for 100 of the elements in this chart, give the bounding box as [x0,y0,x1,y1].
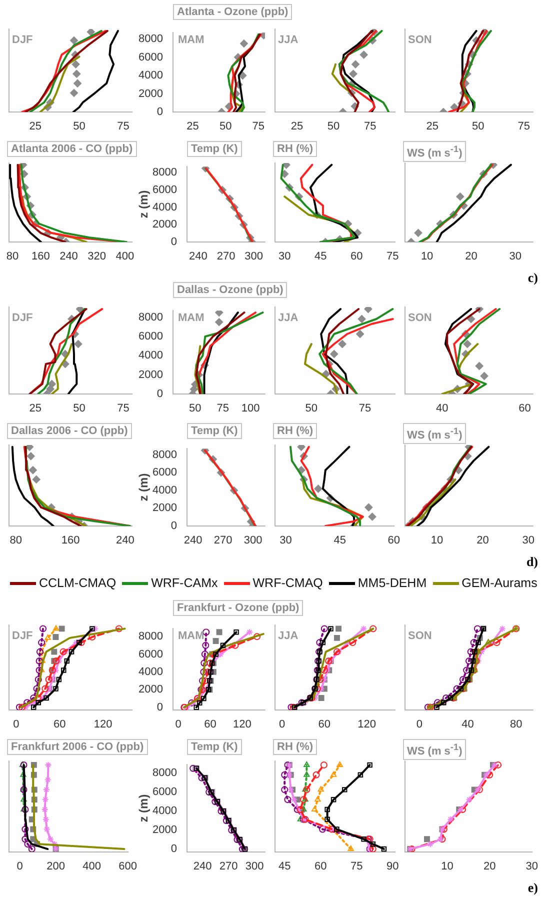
x-tick-label: 0 [13,718,20,731]
chart-title: Temp (K) [187,423,242,439]
y-tick-label: 4000 [138,70,163,82]
x-tick-label: 40 [462,718,474,731]
y-tick-label: 0 [170,520,177,532]
x-tick-label: 45 [278,860,291,873]
x-tick-label: 270 [219,860,238,873]
y-tick-label: 2000 [152,502,177,514]
y-tick-label: 8000 [152,767,177,780]
chart-title: Temp (K) [187,739,242,755]
chart-title: RH (%) [273,423,318,439]
y-tick-label: 8000 [152,166,177,179]
y-tick-label: 0 [156,388,163,400]
x-tick-label: 240 [116,534,134,547]
x-tick-label: 60 [350,250,363,263]
x-tick-label: 50 [472,120,484,133]
y-tick-label: 8000 [152,448,177,461]
y-tick-label: 8000 [138,33,163,46]
x-tick-label: 300 [245,860,264,873]
x-tick-label: 240 [188,250,208,263]
x-tick-label: 240 [60,250,78,263]
x-tick-label: 50 [327,120,340,133]
x-tick-label: 160 [31,250,50,263]
text: JJA [278,34,298,46]
text: JJA [278,312,298,324]
text: DJF [12,312,33,324]
x-tick-label: 75 [216,402,230,415]
y-tick-label: 2000 [152,824,177,836]
y-tick-label: 6000 [138,51,163,64]
y-tick-label: 2000 [138,684,163,696]
y-tick-label: 4000 [138,666,163,678]
text: JJA [278,630,298,642]
x-tick-label: 120 [232,718,252,731]
y-tick-label: 6000 [138,648,163,660]
y-axis-title: z (m) [136,190,151,218]
y-axis-title: z (m) [136,473,151,502]
x-tick-label: 80 [6,250,19,263]
x-tick-label: 20 [476,534,489,547]
x-tick-label: 75 [364,120,376,133]
x-tick-label: 80 [10,534,22,547]
chart-title: WS (m s$^{-1}$) [403,423,466,444]
x-tick-label: 100 [241,402,260,415]
text: c) [528,270,538,286]
x-tick-label: 40 [436,402,448,415]
x-tick-label: 75 [117,120,130,133]
y-tick-label: 6000 [152,466,177,479]
x-tick-label: 50 [305,402,318,415]
x-tick-label: 30 [278,250,291,263]
y-tick-label: 0 [170,236,177,248]
chart-subtitle: MAM [178,34,204,46]
y-tick-label: 4000 [152,484,177,496]
chart-title: WS (m s$^{-1}$) [403,739,466,760]
x-tick-label: 75 [252,120,265,133]
x-tick-label: 600 [118,860,138,873]
x-tick-label: 80 [510,718,522,731]
y-tick-label: 4000 [138,350,163,362]
x-tick-label: 25 [290,120,304,133]
x-tick-label: 60 [314,860,327,873]
text: DJF [12,630,33,642]
x-tick-label: 20 [483,860,496,873]
x-tick-label: 50 [73,402,86,415]
x-tick-label: 50 [189,402,202,415]
legend-label: GEM-Aurams [462,576,538,590]
chart-title: Temp (K) [187,141,242,157]
x-tick-label: 120 [94,718,112,731]
x-tick-label: 50 [73,120,86,133]
x-tick-label: 60 [388,534,400,547]
x-tick-label: 25 [426,120,439,133]
chart-title: Atlanta - Ozone (ppb) [173,4,292,20]
y-tick-label: 2000 [138,368,163,381]
y-tick-label: 0 [156,106,163,118]
chart-subtitle: MAM [178,312,204,324]
text: DJF [12,34,33,46]
x-tick-label: 30 [522,534,535,547]
y-tick-label: 6000 [152,184,177,196]
x-tick-label: 30 [280,534,292,547]
text: e) [528,880,538,896]
y-tick-label: 4000 [152,201,177,214]
x-tick-label: 60 [518,402,531,415]
x-tick-label: 30 [509,250,522,263]
y-tick-label: 6000 [152,786,177,798]
x-tick-label: 200 [46,860,65,873]
x-tick-label: 120 [358,718,376,731]
x-tick-label: 75 [518,120,530,133]
x-tick-label: 160 [61,534,80,547]
x-tick-label: 90 [386,860,399,873]
legend-label: CCLM-CMAQ [39,576,116,590]
y-tick-label: 2000 [152,218,177,231]
x-tick-label: 25 [29,120,42,133]
x-tick-label: 0 [416,718,423,731]
y-tick-label: 0 [156,701,163,714]
x-tick-label: 50 [219,120,232,133]
x-tick-label: 400 [82,860,101,873]
x-tick-label: 320 [88,250,106,263]
x-tick-label: 25 [186,120,199,133]
chart-title: RH (%) [273,739,318,755]
x-tick-label: 75 [350,860,363,873]
chart-title: Atlanta 2006 - CO (ppb) [7,141,137,157]
x-tick-label: 75 [117,402,130,415]
x-tick-label: 270 [216,250,236,263]
